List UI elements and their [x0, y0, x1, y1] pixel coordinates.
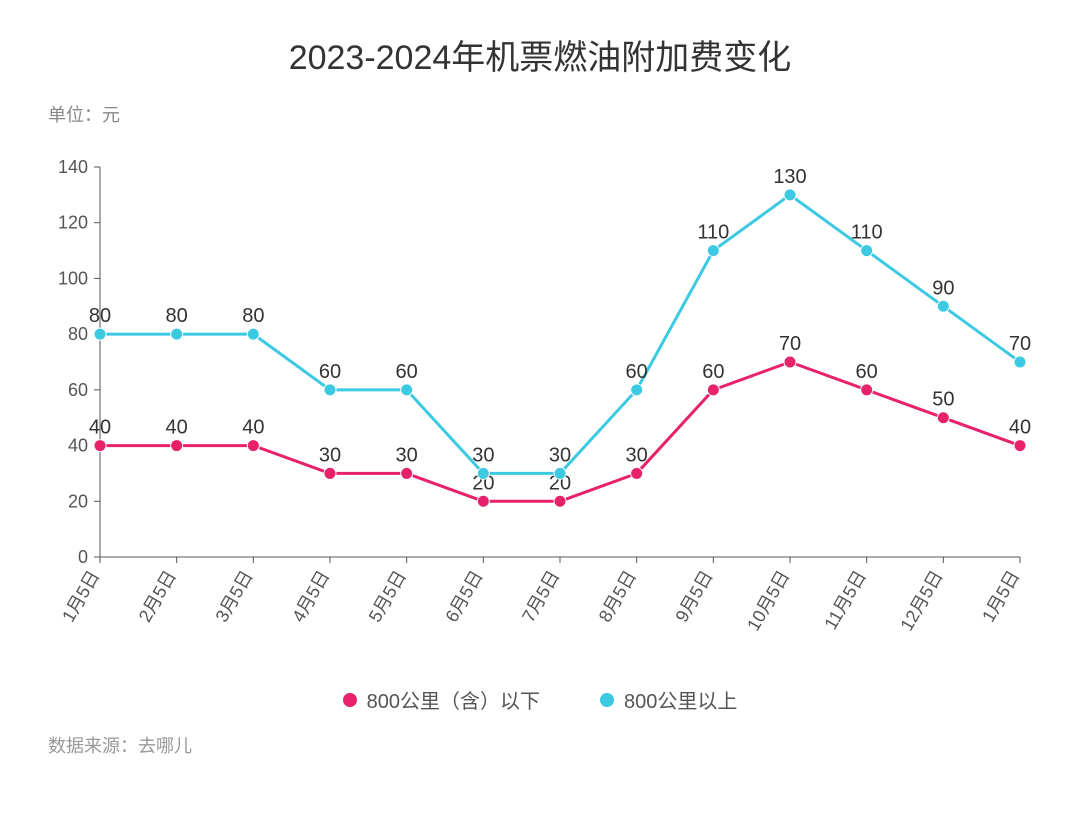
svg-text:60: 60 — [319, 361, 341, 383]
svg-text:2月5日: 2月5日 — [135, 567, 180, 626]
svg-text:30: 30 — [472, 444, 494, 466]
svg-text:40: 40 — [1009, 417, 1031, 439]
svg-text:60: 60 — [702, 361, 724, 383]
svg-text:40: 40 — [68, 436, 88, 456]
svg-text:40: 40 — [242, 417, 264, 439]
svg-text:20: 20 — [68, 491, 88, 511]
svg-text:30: 30 — [626, 444, 648, 466]
svg-text:30: 30 — [319, 444, 341, 466]
legend-item-above-800: 800公里以上 — [600, 685, 737, 714]
svg-text:90: 90 — [932, 277, 954, 299]
svg-text:3月5日: 3月5日 — [211, 567, 256, 626]
chart-area: 0204060801001201401月5日2月5日3月5日4月5日5月5日6月… — [40, 137, 1040, 677]
svg-text:4月5日: 4月5日 — [288, 567, 333, 626]
svg-text:60: 60 — [856, 361, 878, 383]
svg-text:40: 40 — [166, 417, 188, 439]
svg-text:110: 110 — [697, 222, 729, 244]
svg-text:8月5日: 8月5日 — [595, 567, 640, 626]
svg-text:7月5日: 7月5日 — [518, 567, 563, 626]
chart-container: 2023-2024年机票燃油附加费变化 单位：元 020406080100120… — [0, 0, 1080, 823]
svg-text:6月5日: 6月5日 — [441, 567, 486, 626]
svg-text:70: 70 — [779, 333, 801, 355]
legend-dot-below-800 — [343, 693, 357, 707]
svg-text:120: 120 — [58, 213, 88, 233]
legend-item-below-800: 800公里（含）以下 — [343, 685, 540, 714]
source-label: 数据来源：去哪儿 — [48, 732, 1040, 758]
svg-text:1月5日: 1月5日 — [978, 567, 1023, 626]
legend-label-below-800: 800公里（含）以下 — [367, 685, 540, 714]
svg-text:70: 70 — [1009, 333, 1031, 355]
svg-text:80: 80 — [68, 324, 88, 344]
svg-text:11月5日: 11月5日 — [820, 567, 870, 633]
svg-text:80: 80 — [166, 305, 188, 327]
svg-text:30: 30 — [396, 444, 418, 466]
svg-text:9月5日: 9月5日 — [671, 567, 716, 626]
svg-text:5月5日: 5月5日 — [365, 567, 410, 626]
svg-text:50: 50 — [932, 389, 954, 411]
svg-text:30: 30 — [549, 444, 571, 466]
legend-label-above-800: 800公里以上 — [624, 685, 737, 714]
svg-text:60: 60 — [396, 361, 418, 383]
svg-text:12月5日: 12月5日 — [896, 567, 946, 634]
line-chart-svg: 0204060801001201401月5日2月5日3月5日4月5日5月5日6月… — [40, 137, 1040, 677]
unit-label: 单位：元 — [48, 101, 1040, 127]
svg-text:80: 80 — [89, 305, 111, 327]
svg-text:1月5日: 1月5日 — [58, 567, 103, 626]
legend: 800公里（含）以下 800公里以上 — [40, 685, 1040, 714]
svg-text:110: 110 — [851, 222, 883, 244]
svg-text:80: 80 — [242, 305, 264, 327]
svg-text:100: 100 — [58, 268, 88, 288]
svg-text:40: 40 — [89, 417, 111, 439]
svg-text:140: 140 — [58, 157, 88, 177]
svg-text:0: 0 — [78, 547, 88, 567]
legend-dot-above-800 — [600, 693, 614, 707]
svg-text:60: 60 — [626, 361, 648, 383]
svg-text:10月5日: 10月5日 — [743, 567, 793, 634]
svg-text:60: 60 — [68, 380, 88, 400]
svg-text:130: 130 — [773, 166, 806, 188]
chart-title: 2023-2024年机票燃油附加费变化 — [40, 30, 1040, 79]
